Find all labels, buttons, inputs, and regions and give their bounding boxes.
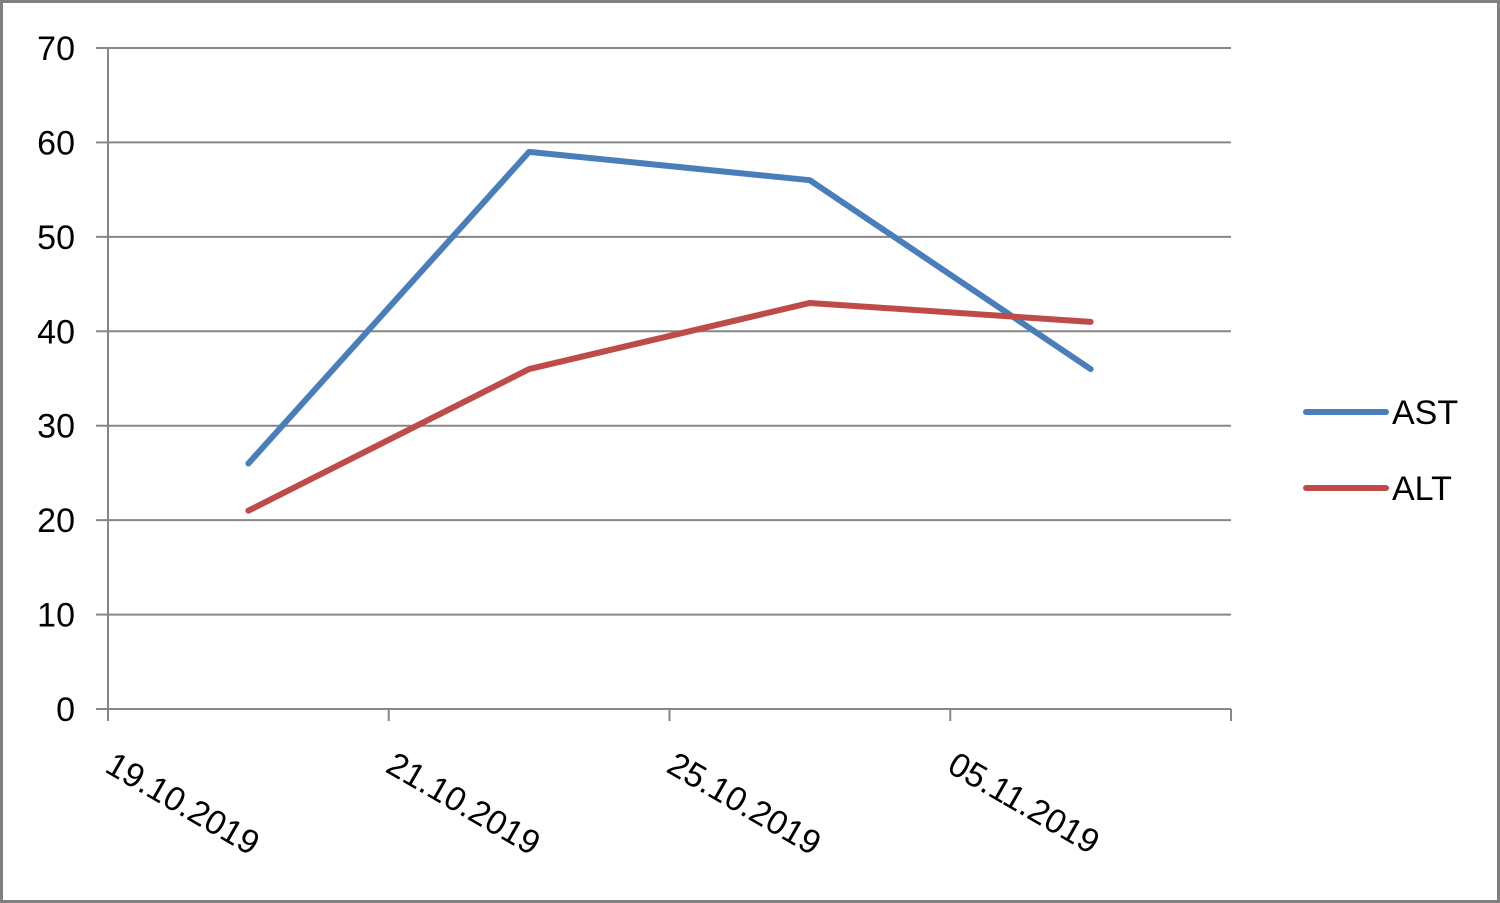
y-axis-tick-labels: 0 10 20 30 40 50 60 70 [37, 30, 75, 729]
x-axis-tick-labels: 19.10.2019 21.10.2019 25.10.2019 05.11.2019 [99, 745, 1105, 863]
legend: AST ALT [1303, 394, 1458, 508]
line-chart: 0 10 20 30 40 50 60 70 19.10.2019 21.10.2019 25.1… [37, 30, 1458, 863]
x-tick-label: 21.10.2019 [380, 745, 546, 863]
x-tick-label: 05.11.2019 [942, 745, 1106, 862]
y-tick-label: 30 [37, 408, 75, 446]
legend-label-ast: AST [1392, 394, 1458, 432]
y-tick-label: 40 [37, 313, 75, 351]
y-tick-label: 10 [37, 597, 75, 635]
y-tick-label: 50 [37, 219, 75, 257]
series-lines [245, 148, 1094, 514]
legend-label-alt: ALT [1392, 470, 1452, 508]
y-tick-label: 0 [56, 691, 75, 729]
x-tick-label: 25.10.2019 [661, 745, 827, 863]
x-tick-label: 19.10.2019 [99, 745, 265, 863]
axes [96, 47, 1232, 721]
series-line-ast [245, 148, 1094, 467]
y-tick-label: 70 [37, 30, 75, 68]
y-tick-label: 60 [37, 124, 75, 162]
gridlines [108, 47, 1231, 616]
series-line-alt [245, 299, 1094, 514]
y-tick-label: 20 [37, 502, 75, 540]
